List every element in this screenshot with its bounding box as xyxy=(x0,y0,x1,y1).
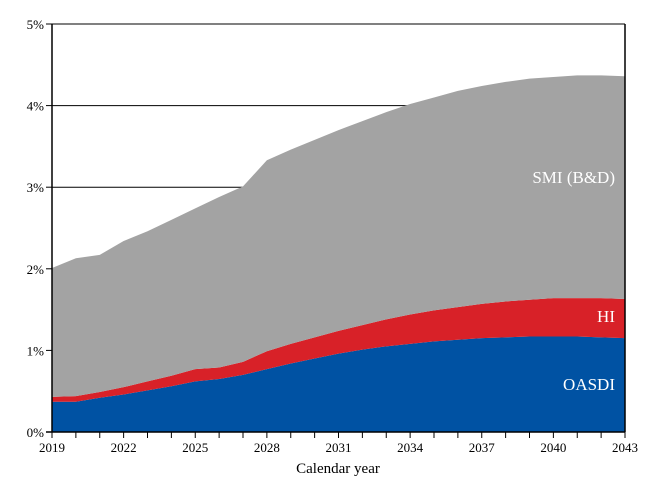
x-tick-label: 2034 xyxy=(397,440,424,455)
y-tick-label: 5% xyxy=(27,17,45,32)
x-tick-label: 2037 xyxy=(469,440,496,455)
y-tick-label: 0% xyxy=(27,425,45,440)
y-tick-label: 3% xyxy=(27,180,45,195)
x-tick-label: 2025 xyxy=(182,440,208,455)
x-tick-label: 2019 xyxy=(39,440,65,455)
x-tick-label: 2040 xyxy=(540,440,566,455)
series-label-hi: HI xyxy=(597,307,615,326)
x-axis-label: Calendar year xyxy=(296,461,380,477)
x-tick-label: 2043 xyxy=(612,440,638,455)
y-tick-label: 1% xyxy=(27,343,45,358)
x-tick-label: 2022 xyxy=(111,440,137,455)
y-tick-label: 2% xyxy=(27,262,45,277)
x-tick-label: 2028 xyxy=(254,440,280,455)
y-tick-label: 4% xyxy=(27,99,45,114)
area-hi xyxy=(52,298,625,402)
area-smi-b-d xyxy=(52,75,625,397)
series-label-oasdi: OASDI xyxy=(563,375,615,394)
series-label-smi: SMI (B&D) xyxy=(532,168,615,187)
area-oasdi xyxy=(52,336,625,432)
x-tick-label: 2031 xyxy=(326,440,352,455)
